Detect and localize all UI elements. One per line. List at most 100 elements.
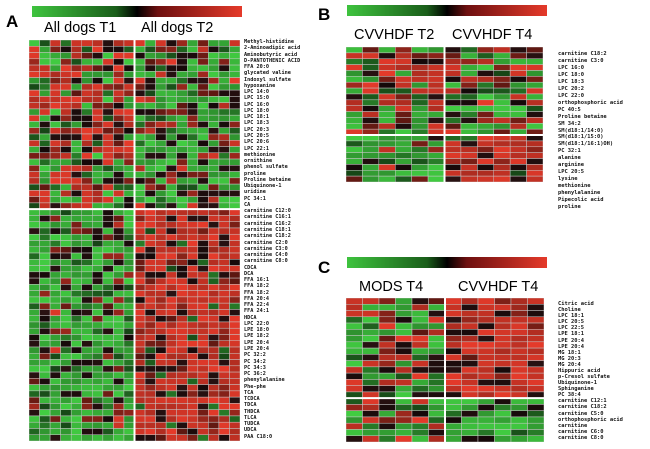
heatmap-cell	[428, 416, 446, 424]
heatmap-cell	[176, 365, 188, 373]
heatmap-cell	[113, 396, 125, 404]
heatmap-cell	[229, 371, 240, 379]
heatmap-cell	[218, 52, 230, 60]
heatmap-cell	[461, 335, 479, 343]
heatmap-cell	[39, 321, 51, 329]
heatmap-cell	[49, 102, 61, 110]
row-label: LPE 18:1	[558, 331, 584, 338]
heatmap-cell	[29, 434, 40, 441]
heatmap-cell	[395, 304, 413, 311]
heatmap-cell	[526, 175, 543, 182]
heatmap-cell	[60, 378, 72, 385]
heatmap-cell	[60, 233, 72, 241]
heatmap-cell	[444, 316, 462, 324]
row-label: carnitine C16:2	[244, 220, 291, 227]
heatmap-cell	[346, 175, 363, 182]
row-label: TLCA	[244, 414, 257, 421]
heatmap-cell	[187, 58, 199, 66]
heatmap-cell	[60, 177, 72, 185]
heatmap-cell	[39, 171, 51, 179]
heatmap-cell	[444, 379, 462, 386]
heatmap-cell	[113, 359, 125, 367]
heatmap-cell	[229, 158, 240, 166]
heatmap-cell	[102, 396, 114, 404]
heatmap-cell	[123, 121, 135, 128]
heatmap-cell	[102, 108, 114, 116]
heatmap-cell	[460, 146, 478, 153]
heatmap-cell	[165, 309, 177, 316]
heatmap-cell	[494, 316, 512, 324]
heatmap-cell	[395, 81, 412, 89]
heatmap-cell	[123, 196, 135, 204]
heatmap-cell	[29, 140, 40, 147]
heatmap-cell	[461, 304, 479, 311]
heatmap-cell	[70, 396, 83, 404]
heatmap-cell	[176, 259, 188, 266]
heatmap-cell	[509, 117, 527, 124]
heatmap-cell	[427, 158, 445, 165]
heatmap-cell	[134, 89, 146, 97]
heatmap-cell	[81, 127, 93, 135]
heatmap-cell	[113, 302, 125, 310]
heatmap-cell	[346, 111, 363, 118]
heatmap-cell	[113, 89, 125, 97]
heatmap-cell	[123, 127, 135, 135]
heatmap-cell	[427, 58, 445, 65]
heatmap-cell	[165, 259, 177, 266]
heatmap-cell	[113, 321, 125, 329]
heatmap-cell	[362, 152, 380, 159]
heatmap-cell	[411, 170, 429, 177]
heatmap-cell	[218, 346, 230, 354]
heatmap-cell	[81, 102, 93, 110]
heatmap-cell	[187, 259, 199, 266]
heatmap-cell	[70, 240, 83, 248]
heatmap-cell	[208, 371, 220, 379]
heatmap-cell	[113, 434, 125, 441]
heatmap-cell	[346, 310, 363, 318]
heatmap-cell	[208, 434, 220, 441]
heatmap-cell	[60, 58, 72, 66]
heatmap-cell	[460, 99, 478, 106]
heatmap-cell	[81, 346, 93, 354]
heatmap-cell	[102, 221, 114, 229]
heatmap-cell	[81, 259, 93, 266]
heatmap-cell	[526, 76, 543, 83]
heatmap-cell	[29, 171, 40, 179]
heatmap-cell	[144, 52, 156, 60]
heatmap-cell	[197, 302, 209, 310]
heatmap-cell	[123, 415, 135, 423]
row-label: TCA	[244, 389, 254, 396]
heatmap-cell	[144, 271, 156, 279]
heatmap-cell	[81, 315, 93, 323]
row-label: LPC 20:6	[244, 139, 269, 146]
heatmap-cell	[378, 416, 396, 424]
heatmap-cell	[444, 347, 462, 355]
heatmap-cell	[155, 52, 167, 60]
heatmap-cell	[144, 378, 156, 385]
heatmap-cell	[134, 265, 146, 273]
heatmap-cell	[134, 321, 146, 329]
heatmap-cell	[92, 390, 104, 398]
heatmap-cell	[39, 421, 51, 429]
heatmap-cell	[92, 89, 104, 97]
heatmap-cell	[29, 114, 40, 122]
heatmap-cell	[49, 71, 61, 78]
heatmap-cell	[428, 410, 446, 418]
heatmap-cell	[346, 372, 363, 380]
heatmap-cell	[362, 52, 380, 59]
heatmap-cell	[395, 360, 413, 368]
heatmap-cell	[113, 371, 125, 379]
heatmap-cell	[395, 105, 412, 112]
heatmap-cell	[378, 366, 396, 374]
heatmap-cell	[208, 40, 220, 47]
heatmap-cell	[362, 70, 380, 77]
heatmap-cell	[155, 302, 167, 310]
heatmap-cell	[218, 271, 230, 279]
heatmap-cell	[70, 296, 83, 304]
heatmap-cell	[49, 321, 61, 329]
heatmap-cell	[378, 93, 396, 101]
heatmap-cell	[155, 359, 167, 367]
heatmap-cell	[444, 70, 462, 77]
heatmap-cell	[144, 127, 156, 135]
heatmap-cell	[187, 133, 199, 141]
